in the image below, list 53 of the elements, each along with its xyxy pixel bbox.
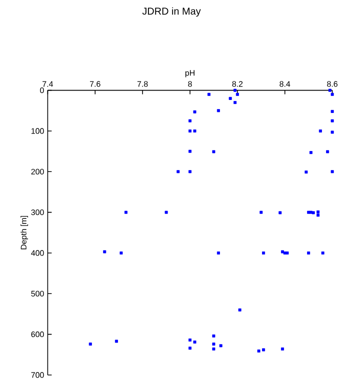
point <box>326 150 330 154</box>
point <box>330 170 334 174</box>
point <box>228 96 232 100</box>
point <box>316 210 320 214</box>
point <box>164 210 168 214</box>
point <box>114 340 118 343</box>
point <box>316 214 320 217</box>
point <box>281 347 284 350</box>
point <box>318 129 322 132</box>
point <box>286 251 289 254</box>
point <box>309 151 312 154</box>
point <box>262 348 266 352</box>
point <box>176 170 180 174</box>
point <box>328 88 332 92</box>
point <box>212 347 216 350</box>
point <box>234 88 237 92</box>
point <box>88 342 92 346</box>
point <box>188 346 192 350</box>
point <box>219 344 222 348</box>
point <box>216 109 220 112</box>
point <box>234 101 237 104</box>
point <box>330 130 334 134</box>
point <box>188 119 192 122</box>
point <box>193 129 196 132</box>
point <box>188 338 192 342</box>
point <box>321 251 324 254</box>
point <box>212 342 216 346</box>
point <box>330 119 334 122</box>
point <box>188 150 192 153</box>
point <box>216 251 220 254</box>
point <box>312 211 315 214</box>
point <box>236 92 239 96</box>
point <box>238 308 242 312</box>
point <box>278 211 282 214</box>
point <box>212 334 216 338</box>
point <box>260 210 263 214</box>
point <box>262 251 266 254</box>
point <box>330 92 334 96</box>
point <box>212 150 216 154</box>
point <box>330 110 334 113</box>
point <box>193 110 196 114</box>
point <box>188 170 192 174</box>
point <box>307 251 310 254</box>
point <box>188 129 192 132</box>
point <box>281 250 284 254</box>
point <box>257 350 260 352</box>
point <box>207 92 210 96</box>
point <box>124 210 128 214</box>
point <box>103 250 106 254</box>
point <box>304 170 308 174</box>
point <box>193 340 196 344</box>
chart-title: JDRD in May <box>142 7 201 17</box>
point <box>120 251 123 254</box>
